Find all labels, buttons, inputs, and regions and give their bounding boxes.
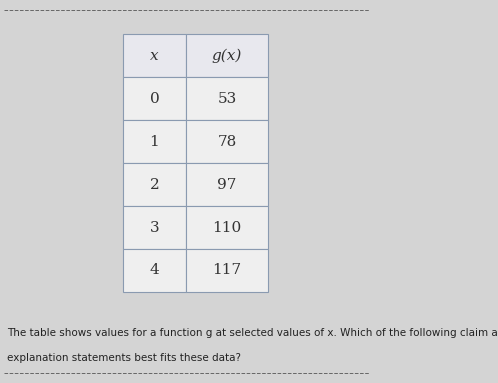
Bar <box>123 34 186 77</box>
Bar <box>186 77 268 120</box>
Text: 117: 117 <box>213 264 242 277</box>
Text: 78: 78 <box>218 135 237 149</box>
Text: 3: 3 <box>150 221 159 234</box>
Bar <box>186 163 268 206</box>
Bar <box>123 249 186 292</box>
Text: 97: 97 <box>217 178 237 192</box>
Text: 4: 4 <box>149 264 159 277</box>
Text: 1: 1 <box>149 135 159 149</box>
Bar <box>123 206 186 249</box>
Text: The table shows values for a function g at selected values of x. Which of the fo: The table shows values for a function g … <box>7 328 498 338</box>
Text: x: x <box>150 49 159 63</box>
Bar <box>186 120 268 163</box>
Bar <box>186 249 268 292</box>
Text: 2: 2 <box>149 178 159 192</box>
Bar <box>123 163 186 206</box>
Bar <box>186 206 268 249</box>
Text: 53: 53 <box>218 92 237 106</box>
Bar <box>123 120 186 163</box>
Text: 110: 110 <box>213 221 242 234</box>
Text: g(x): g(x) <box>212 49 242 63</box>
Text: explanation statements best fits these data?: explanation statements best fits these d… <box>7 353 242 363</box>
Bar <box>186 34 268 77</box>
Bar <box>123 77 186 120</box>
Text: 0: 0 <box>149 92 159 106</box>
